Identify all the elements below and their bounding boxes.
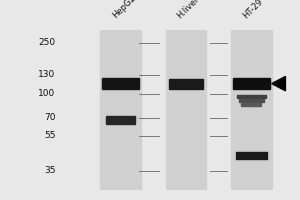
Text: 130: 130 (38, 70, 56, 79)
Text: 100: 100 (38, 89, 56, 98)
Bar (102, 78, 139, 89)
Text: 55: 55 (44, 131, 56, 140)
Bar (166, 30, 206, 190)
Text: 35: 35 (44, 166, 56, 175)
Text: HepG2: HepG2 (110, 0, 137, 20)
Bar (100, 30, 141, 190)
Text: 70: 70 (44, 113, 56, 122)
Text: 250: 250 (38, 38, 56, 47)
Bar (169, 79, 203, 89)
Bar (236, 152, 267, 159)
Bar (233, 78, 270, 89)
Bar (239, 99, 263, 102)
Bar (237, 95, 266, 98)
Bar (241, 103, 262, 106)
Bar (231, 30, 272, 190)
Polygon shape (272, 76, 286, 91)
Text: H.liver: H.liver (176, 0, 201, 20)
Bar (106, 116, 135, 124)
Text: HT-29: HT-29 (241, 0, 264, 20)
